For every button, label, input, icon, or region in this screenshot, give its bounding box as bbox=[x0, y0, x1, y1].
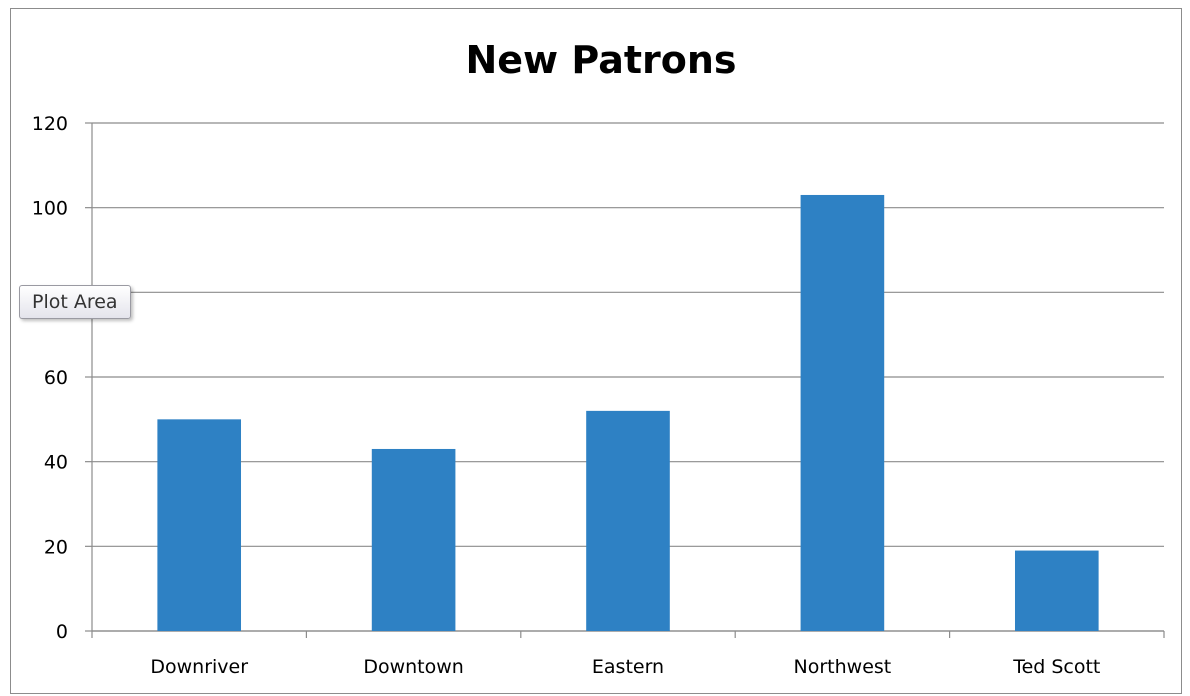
x-tick-label: Downtown bbox=[363, 656, 464, 678]
bar[interactable] bbox=[800, 194, 885, 631]
y-tick-label: 20 bbox=[44, 536, 68, 558]
x-tick-label: Downriver bbox=[150, 656, 248, 678]
bar[interactable] bbox=[586, 410, 670, 631]
bar[interactable] bbox=[1014, 550, 1099, 631]
y-tick-label: 0 bbox=[56, 621, 68, 643]
y-tick-label: 120 bbox=[32, 113, 68, 135]
bar[interactable] bbox=[157, 419, 242, 631]
chart-title[interactable]: New Patrons bbox=[465, 38, 737, 82]
x-tick-label: Eastern bbox=[592, 656, 664, 678]
y-tick-label: 60 bbox=[44, 367, 68, 389]
x-tick-label: Ted Scott bbox=[1012, 656, 1100, 678]
x-tick-label: Northwest bbox=[794, 656, 892, 678]
bar[interactable] bbox=[371, 448, 456, 631]
y-tick-label: 100 bbox=[32, 198, 68, 220]
plot-area-tooltip: Plot Area bbox=[19, 285, 131, 319]
y-tick-label: 40 bbox=[44, 452, 68, 474]
